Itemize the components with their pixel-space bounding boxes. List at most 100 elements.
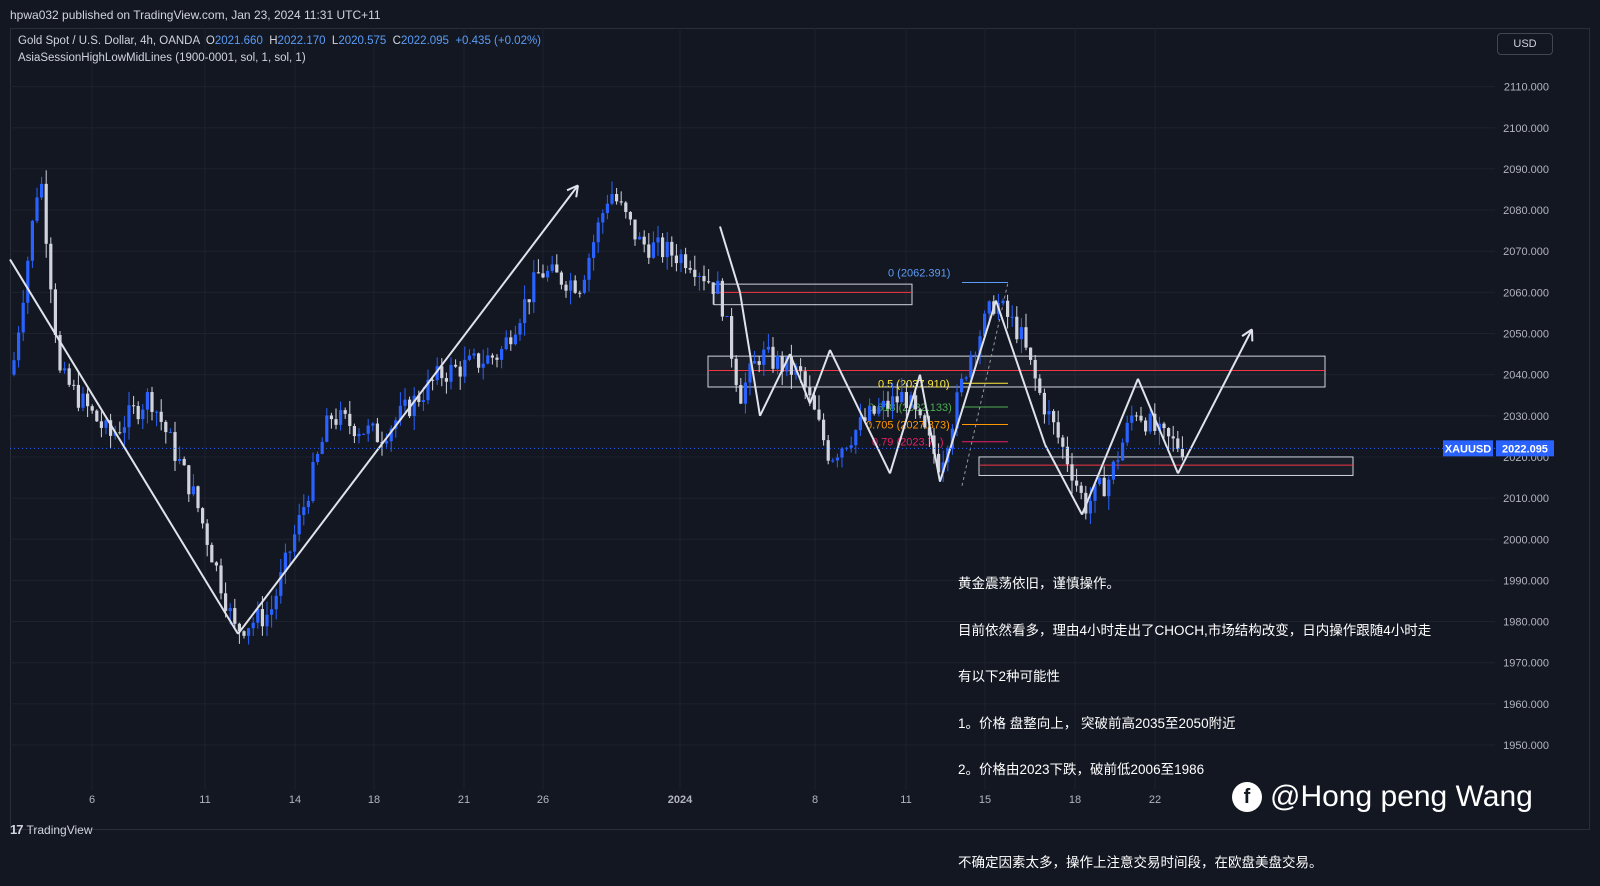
candle-body (1107, 480, 1110, 497)
candle-body (528, 299, 531, 302)
candle-body (288, 552, 291, 553)
candle-body (353, 426, 356, 436)
candle-body (661, 237, 664, 257)
candle-body (707, 281, 710, 282)
indicator-legend[interactable]: AsiaSessionHighLowMidLines (1900-0001, s… (18, 52, 306, 64)
candle-body (1130, 415, 1133, 422)
candle-body (854, 430, 857, 445)
candle-body (666, 242, 669, 257)
candle-body (891, 396, 894, 409)
currency-button[interactable]: USD (1497, 33, 1553, 55)
candle-body (1061, 438, 1064, 447)
candle-body (500, 349, 503, 360)
candle-body (693, 270, 696, 277)
candle-body (367, 426, 370, 434)
symbol-name: Gold Spot / U.S. Dollar, 4h, OANDA (18, 35, 200, 47)
candle-body (969, 355, 972, 378)
candle-body (1139, 416, 1142, 421)
fib-level-label: 0 (2062.391) (888, 268, 950, 280)
candle-body (123, 427, 126, 433)
candle-body (49, 244, 52, 290)
candle-body (298, 515, 301, 534)
candle-body (316, 454, 319, 462)
candle-body (95, 411, 98, 422)
candle-body (652, 242, 655, 257)
candle-body (1024, 327, 1027, 347)
candle-body (1034, 360, 1037, 379)
price-tick-label: 2080.000 (1503, 205, 1549, 217)
candle-body (196, 486, 199, 508)
analysis-note: 黄金震荡依旧，谨慎操作。 目前依然看多，理由4小时走出了CHOCH,市场结构改变… (958, 545, 1498, 886)
candle-body (362, 434, 365, 435)
candle-body (169, 432, 172, 433)
candle-body (210, 545, 213, 562)
candle-body (1057, 422, 1060, 437)
candle-body (325, 415, 328, 441)
candle-body (1089, 501, 1092, 514)
candle-body (730, 316, 733, 359)
note-line: 有以下2种可能性 (958, 669, 1498, 685)
candle-body (1047, 411, 1050, 414)
candle-body (744, 383, 747, 404)
candle-body (1006, 301, 1009, 317)
candle-body (615, 194, 618, 201)
candle-body (35, 197, 38, 220)
candle-body (463, 360, 466, 377)
candle-body (656, 237, 659, 242)
candle-body (873, 406, 876, 414)
candle-body (1144, 420, 1147, 431)
candle-body (836, 458, 839, 461)
candle-body (1011, 317, 1014, 318)
open-label: O (206, 35, 215, 47)
symbol-legend[interactable]: Gold Spot / U.S. Dollar, 4h, OANDA O2021… (18, 35, 541, 47)
candle-body (601, 213, 604, 222)
candle-body (886, 401, 889, 409)
close-value: 2022.095 (401, 35, 449, 47)
note-line: 2。价格由2023下跌，破前低2006至1986 (958, 762, 1498, 778)
open-value: 2021.660 (215, 35, 263, 47)
candle-body (224, 593, 227, 611)
candle-body (1176, 438, 1179, 448)
swing-line (1178, 329, 1252, 473)
candle-body (505, 337, 508, 349)
price-tick-label: 2070.000 (1503, 246, 1549, 258)
candle-body (183, 459, 186, 465)
candle-body (896, 396, 899, 402)
candle-body (1070, 464, 1073, 480)
tradingview-label: TradingView (26, 823, 92, 837)
candle-body (1098, 478, 1101, 484)
candle-body (31, 221, 34, 261)
price-tick-label: 1970.000 (1503, 658, 1549, 670)
candle-body (468, 356, 471, 360)
price-tick-label: 2090.000 (1503, 164, 1549, 176)
candle-body (868, 406, 871, 421)
candle-body (54, 289, 57, 335)
candle-body (229, 608, 232, 611)
time-tick-label: 6 (89, 794, 95, 806)
candle-body (712, 282, 715, 294)
candle-body (219, 565, 222, 593)
price-tick-label: 1980.000 (1503, 617, 1549, 629)
low-value: 2020.575 (338, 35, 386, 47)
candle-body (91, 406, 94, 410)
time-tick-label: 21 (458, 794, 470, 806)
price-tick-label: 2050.000 (1503, 329, 1549, 341)
candle-body (698, 276, 701, 277)
candle-body (1167, 428, 1170, 436)
candle-body (1116, 460, 1119, 461)
candle-body (1181, 449, 1184, 457)
candle-body (275, 596, 278, 609)
candle-body (643, 237, 646, 245)
candle-body (974, 355, 977, 356)
candle-body (882, 401, 885, 407)
candle-body (1015, 317, 1018, 339)
tradingview-logo[interactable]: 17 TradingView (10, 822, 93, 837)
candle-body (965, 377, 968, 378)
candle-body (1135, 415, 1138, 416)
candle-body (270, 609, 273, 614)
candle-body (960, 379, 963, 393)
candle-body (1162, 424, 1165, 428)
candle-body (560, 272, 563, 284)
candle-body (900, 392, 903, 402)
